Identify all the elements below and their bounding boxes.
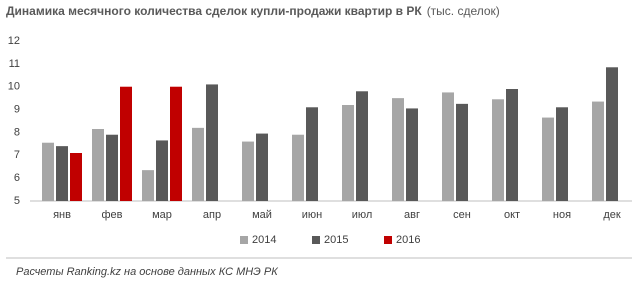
bar	[106, 134, 118, 201]
bar	[292, 134, 304, 201]
y-tick-label: 10	[8, 81, 20, 93]
legend-label: 2015	[324, 234, 348, 246]
source-note: Расчеты Ranking.kz на основе данных КС М…	[16, 266, 278, 278]
y-tick-label: 12	[8, 35, 20, 47]
bar	[492, 99, 504, 201]
bar	[392, 98, 404, 201]
y-tick-label: 5	[14, 195, 20, 207]
bar	[206, 84, 218, 201]
legend-label: 2016	[396, 234, 420, 246]
title-main: Динамика месячного количества сделок куп…	[6, 4, 422, 18]
x-tick-label: ноя	[553, 209, 571, 221]
legend-label: 2014	[252, 234, 276, 246]
x-tick-label: июн	[302, 209, 322, 221]
legend-swatch	[312, 236, 320, 244]
bar	[56, 146, 68, 201]
bar	[156, 140, 168, 201]
y-tick-label: 9	[14, 103, 20, 115]
bar	[342, 105, 354, 201]
x-tick-label: янв	[53, 209, 71, 221]
bar	[170, 86, 182, 201]
x-tick-label: май	[252, 209, 272, 221]
x-tick-label: сен	[453, 209, 471, 221]
bar	[120, 86, 132, 201]
bar	[456, 103, 468, 201]
x-tick-label: фев	[101, 209, 122, 221]
legend-swatch	[240, 236, 248, 244]
bar	[442, 92, 454, 201]
bar	[256, 133, 268, 201]
bar	[192, 127, 204, 201]
x-tick-label: окт	[504, 209, 520, 221]
bar	[42, 142, 54, 201]
y-tick-label: 6	[14, 172, 20, 184]
x-tick-label: дек	[603, 209, 621, 221]
bar	[142, 170, 154, 201]
bar	[92, 129, 104, 201]
bar	[556, 107, 568, 201]
legend-swatch	[384, 236, 392, 244]
title-unit: (тыс. сделок)	[427, 4, 500, 18]
bar	[70, 153, 82, 201]
bar	[606, 67, 618, 202]
x-tick-label: мар	[152, 209, 172, 221]
bar	[506, 89, 518, 201]
x-tick-label: авг	[404, 209, 420, 221]
y-tick-label: 11	[9, 58, 20, 70]
chart-title: Динамика месячного количества сделок куп…	[6, 4, 500, 18]
bar	[242, 141, 254, 201]
x-tick-label: июл	[352, 209, 373, 221]
y-tick-label: 7	[14, 149, 20, 161]
bar	[356, 91, 368, 201]
bar	[306, 107, 318, 201]
bar	[542, 117, 554, 201]
bar	[406, 108, 418, 201]
bar	[592, 101, 604, 201]
y-tick-label: 8	[14, 126, 20, 138]
x-tick-label: апр	[203, 209, 221, 221]
